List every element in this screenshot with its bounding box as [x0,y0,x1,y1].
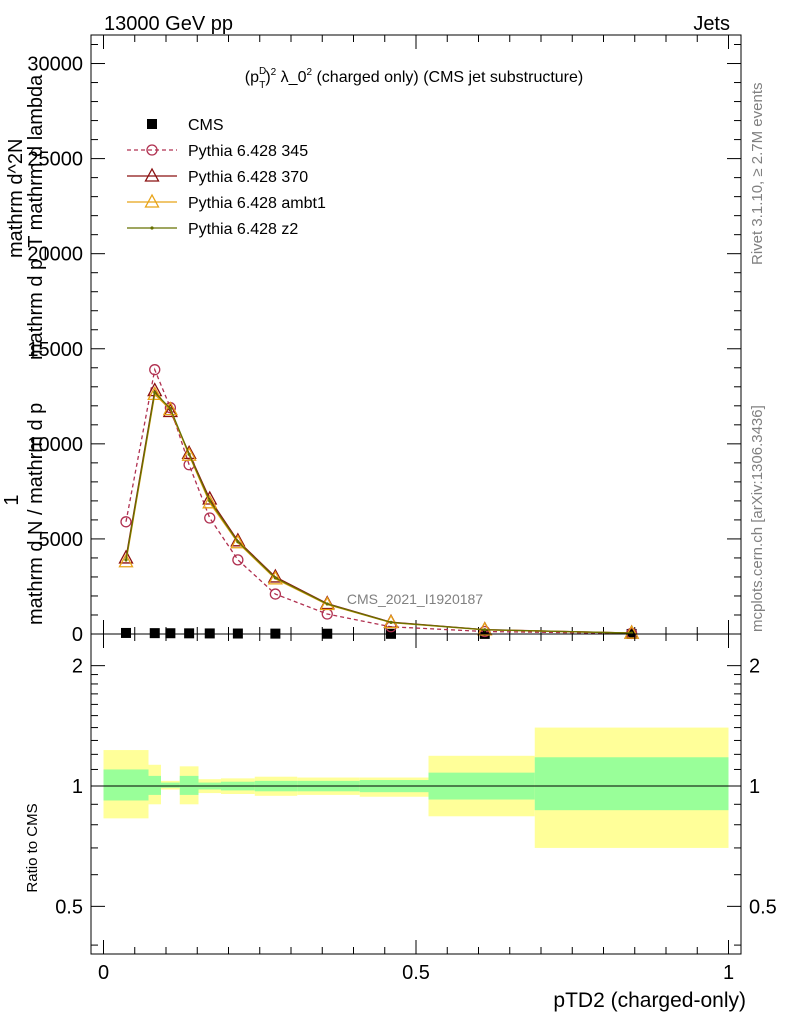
data-point [150,226,154,230]
data-point [483,628,487,632]
header-left: 13000 GeV pp [104,13,233,35]
ratio-y-tick-label: 0.5 [55,896,83,918]
data-point [325,602,329,606]
data-point [168,407,172,411]
ratio-band-inner [148,775,161,795]
data-point [144,167,160,182]
data-point [269,588,282,600]
data-point [121,627,131,638]
y-tick-label: 20000 [27,244,83,266]
data-point [319,596,335,611]
data-point [162,401,178,416]
data-point [149,628,160,639]
ratio-y-tick-label-right: 0.5 [749,896,777,918]
data-point [120,516,132,528]
y-tick-label: 10000 [27,434,83,456]
data-point [147,119,157,129]
data-point [118,549,134,564]
mcplots-label: mcplots.cern.ch [arXiv:1306.3436] [749,405,766,632]
y-tick-label: 15000 [27,339,83,361]
legend: CMS Pythia 6.428 345 Pythia 6.428 370 Pythi… [127,117,326,238]
data-point [144,193,160,208]
ratio-band-inner [179,775,199,795]
data-point [232,554,244,566]
watermark: CMS_2021_I1920187 [347,591,483,607]
series-pythia-6-428-z2 [124,390,634,635]
ylabel-den: mathrm d p_T mathrm d lambda [25,74,47,360]
data-point [181,444,197,459]
data-point [624,624,640,639]
data-point [204,512,216,524]
data-point [202,490,218,505]
y-tick-label: 25000 [27,149,83,171]
series-line [125,367,632,635]
data-point [124,558,128,562]
ratio-band-inner [161,782,180,788]
legend-label: CMS [188,117,224,134]
data-point [147,386,163,401]
ratio-y-tick-label: 2 [72,656,83,678]
main-title: (pD T)2 λ_02 (charged only) (CMS jet subs… [245,66,583,91]
legend-label: Pythia 6.428 z2 [188,221,298,238]
data-point [273,576,277,580]
data-point [146,144,158,156]
ylabel-num: mathrm d^2N [5,139,27,258]
data-point [153,390,157,395]
data-point [267,570,283,585]
data-point [204,628,215,639]
x-axis-label: pTD2 (charged-only) [553,989,746,1012]
legend-label: Pythia 6.428 345 [188,143,308,160]
data-point [187,452,191,456]
data-point [202,494,218,509]
data-point [165,628,176,639]
y-tick-label: 5000 [39,529,84,551]
main-ylabel: 1 mathrm d N / mathrm d p mathrm d^2N ma… [1,74,47,625]
x-tick-label: 1 [723,962,734,984]
legend-entry: CMS [147,117,224,134]
data-point [389,620,393,625]
series-cms [121,627,637,639]
ratio-y-tick-label: 1 [72,776,83,798]
data-point [230,534,246,549]
data-point [162,403,178,418]
data-point [118,553,134,568]
ratio-y-tick-label-right: 2 [749,656,760,678]
legend-label: Pythia 6.428 370 [188,169,308,186]
legend-entry: Pythia 6.428 345 [127,143,308,160]
rivet-label: Rivet 3.1.10, ≥ 2.7M events [749,83,766,266]
x-tick-label: 0 [98,962,109,984]
ratio-y-tick-label-right: 1 [749,776,760,798]
legend-entry: Pythia 6.428 370 [127,167,308,186]
data-point [208,499,212,503]
main-plot: 0 5000 10000 15000 20000 25000 30000 [27,34,742,646]
data-point [230,532,246,547]
ylabel-one: 1 [1,494,23,505]
ratio-plot: 0.5 0.5 1 1 2 2 0 0.5 1 [55,633,777,984]
data-point [184,628,195,639]
header-right: Jets [693,13,730,35]
ratio-ylabel: Ratio to CMS [24,803,41,892]
ratio-band-inner [534,757,729,811]
data-point [236,540,240,544]
legend-label: Pythia 6.428 ambt1 [188,195,326,212]
legend-entry: Pythia 6.428 ambt1 [127,193,326,212]
data-point [181,446,197,461]
x-tick-label: 0.5 [402,962,430,984]
ratio-band-inner [103,769,149,801]
y-tick-label: 30000 [27,54,83,76]
legend-entry: Pythia 6.428 z2 [127,221,298,238]
y-tick-label: 0 [72,624,83,646]
data-point [149,364,161,376]
ylabel-main: mathrm d N / mathrm d p [25,403,47,625]
